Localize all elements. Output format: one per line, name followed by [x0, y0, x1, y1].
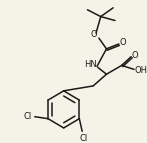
Text: Cl: Cl: [23, 112, 31, 121]
Text: OH: OH: [134, 66, 147, 75]
Text: O: O: [91, 30, 97, 39]
Text: Cl: Cl: [79, 134, 87, 143]
Text: O: O: [132, 51, 138, 60]
Text: HN: HN: [84, 60, 97, 69]
Text: O: O: [119, 38, 126, 47]
